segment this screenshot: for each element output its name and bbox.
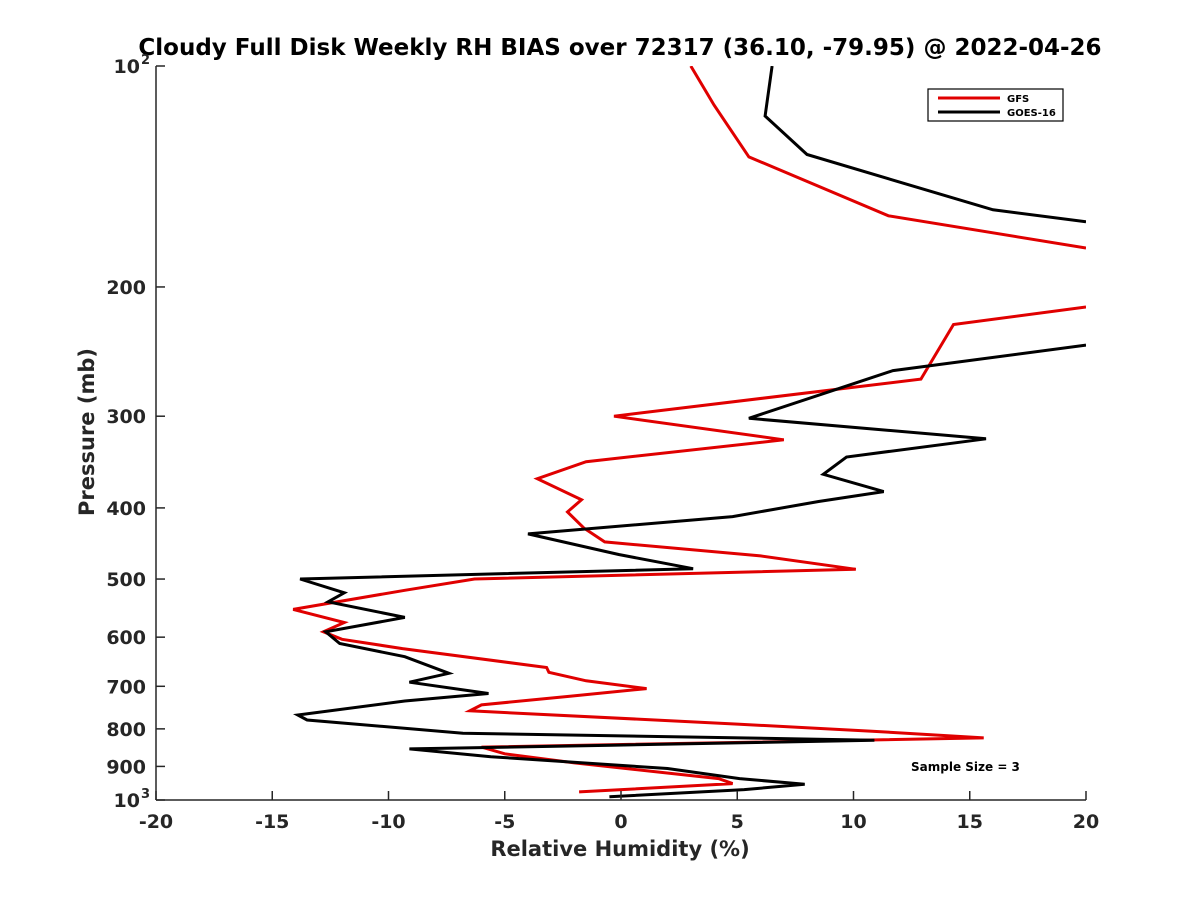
y-tick-label: 500 xyxy=(106,569,146,591)
legend: GFS GOES-16 xyxy=(927,88,1064,122)
y-tick-label: 600 xyxy=(106,627,146,649)
series-line-gfs xyxy=(292,66,1086,794)
legend-label: GFS xyxy=(1007,94,1029,105)
y-tick-label: 400 xyxy=(106,498,146,520)
x-tick-label: 5 xyxy=(731,811,744,833)
legend-box xyxy=(927,88,1064,122)
sample-size-annotation: Sample Size = 3 xyxy=(911,760,1020,774)
x-tick-label: 20 xyxy=(1073,811,1099,833)
y-axis-label: Pressure (mb) xyxy=(75,348,99,516)
x-tick-label: -10 xyxy=(371,811,405,833)
y-tick-label: 800 xyxy=(106,719,146,741)
x-tick-label: 15 xyxy=(957,811,983,833)
x-axis-label: Relative Humidity (%) xyxy=(490,837,749,861)
x-tick-label: -5 xyxy=(494,811,515,833)
y-tick-exponent: 3 xyxy=(141,787,150,802)
y-tick-label: 200 xyxy=(106,277,146,299)
series-layer xyxy=(292,66,1086,799)
x-tick-label: -15 xyxy=(255,811,289,833)
y-tick-label: 10 xyxy=(114,56,140,78)
y-tick-label: 700 xyxy=(106,676,146,698)
x-tick-label: 0 xyxy=(614,811,627,833)
legend-label: GOES-16 xyxy=(1007,108,1056,119)
y-tick-label: 10 xyxy=(114,790,140,812)
x-tick-label: -20 xyxy=(139,811,173,833)
x-tick-label: 10 xyxy=(840,811,866,833)
y-tick-exponent: 2 xyxy=(141,53,150,68)
series-line-goes-16 xyxy=(292,66,1086,799)
y-tick-label: 900 xyxy=(106,756,146,778)
chart-title: Cloudy Full Disk Weekly RH BIAS over 723… xyxy=(138,35,1101,61)
y-tick-label: 300 xyxy=(106,406,146,428)
